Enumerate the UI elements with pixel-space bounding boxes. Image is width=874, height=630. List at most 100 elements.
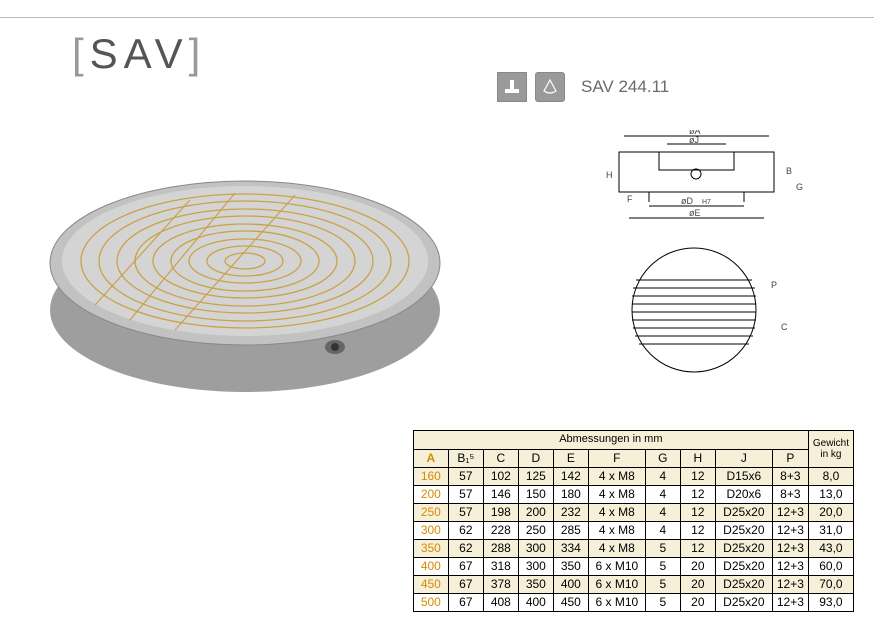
table-cell: 150 — [518, 485, 553, 503]
table-cell: 288 — [483, 539, 518, 557]
table-cell: 4 x M8 — [588, 503, 645, 521]
table-cell: D25x20 — [715, 557, 772, 575]
table-cell: 8+3 — [772, 485, 808, 503]
table-cell: 6 x M10 — [588, 593, 645, 611]
table-cell: 6 x M10 — [588, 557, 645, 575]
table-row: 450673783504006 x M10520D25x2012+370,0 — [413, 575, 853, 593]
technical-drawing: øA øJ øD H7 øE B G F H P C — [589, 130, 819, 395]
table-header-row: A B₁⁵ C D E F G H J P — [413, 449, 853, 467]
svg-text:C: C — [781, 322, 788, 332]
application-icon-1 — [497, 72, 527, 102]
table-cell: 4 — [645, 521, 680, 539]
table-cell: 285 — [553, 521, 588, 539]
col-H: H — [680, 449, 715, 467]
table-cell: 300 — [518, 539, 553, 557]
svg-text:G: G — [796, 182, 803, 192]
table-cell: 5 — [645, 539, 680, 557]
table-cell: 198 — [483, 503, 518, 521]
table-cell: 12+3 — [772, 503, 808, 521]
table-cell: 125 — [518, 467, 553, 485]
table-cell: 5 — [645, 575, 680, 593]
bracket-left: [ — [72, 30, 90, 77]
table-cell: 70,0 — [808, 575, 853, 593]
table-cell: 142 — [553, 467, 588, 485]
table-cell: 350 — [518, 575, 553, 593]
table-cell: 232 — [553, 503, 588, 521]
table-row: 350622883003344 x M8512D25x2012+343,0 — [413, 539, 853, 557]
table-row: 400673183003506 x M10520D25x2012+360,0 — [413, 557, 853, 575]
table-cell: 12+3 — [772, 593, 808, 611]
table-row: 160571021251424 x M8412D15x68+38,0 — [413, 467, 853, 485]
table-cell: 400 — [413, 557, 448, 575]
table-cell: 12 — [680, 485, 715, 503]
table-cell: 400 — [518, 593, 553, 611]
dimensions-table: Abmessungen in mm Gewichtin kg A B₁⁵ C D… — [413, 430, 854, 612]
table-cell: 57 — [448, 503, 483, 521]
svg-text:øD: øD — [681, 196, 693, 206]
table-cell: 200 — [518, 503, 553, 521]
col-D: D — [518, 449, 553, 467]
brand-text: SAV — [90, 30, 189, 77]
table-cell: 300 — [413, 521, 448, 539]
col-A: A — [413, 449, 448, 467]
svg-text:F: F — [627, 194, 633, 204]
table-cell: 20 — [680, 575, 715, 593]
table-cell: 20 — [680, 557, 715, 575]
table-cell: 93,0 — [808, 593, 853, 611]
svg-text:øE: øE — [689, 208, 701, 218]
table-cell: 62 — [448, 521, 483, 539]
table-cell: 57 — [448, 467, 483, 485]
table-caption: Abmessungen in mm — [413, 431, 808, 450]
table-cell: 57 — [448, 485, 483, 503]
col-P: P — [772, 449, 808, 467]
table-cell: 350 — [413, 539, 448, 557]
table-row: 500674084004506 x M10520D25x2012+393,0 — [413, 593, 853, 611]
table-cell: 5 — [645, 593, 680, 611]
table-cell: 450 — [553, 593, 588, 611]
col-B: B₁⁵ — [448, 449, 483, 467]
table-cell: 200 — [413, 485, 448, 503]
col-G: G — [645, 449, 680, 467]
table-cell: 4 — [645, 503, 680, 521]
table-cell: 4 x M8 — [588, 485, 645, 503]
table-cell: D25x20 — [715, 521, 772, 539]
table-cell: 6 x M10 — [588, 575, 645, 593]
table-cell: D25x20 — [715, 575, 772, 593]
table-cell: D25x20 — [715, 539, 772, 557]
svg-text:øJ: øJ — [689, 135, 699, 145]
col-C: C — [483, 449, 518, 467]
table-cell: D25x20 — [715, 593, 772, 611]
col-F: F — [588, 449, 645, 467]
table-cell: 4 x M8 — [588, 521, 645, 539]
table-cell: 67 — [448, 593, 483, 611]
table-cell: 500 — [413, 593, 448, 611]
table-cell: 12 — [680, 539, 715, 557]
table-cell: 4 x M8 — [588, 467, 645, 485]
header-icon-row: SAV 244.11 — [497, 72, 669, 102]
table-cell: 300 — [518, 557, 553, 575]
table-cell: D25x20 — [715, 503, 772, 521]
table-cell: 20,0 — [808, 503, 853, 521]
table-cell: 146 — [483, 485, 518, 503]
table-cell: 160 — [413, 467, 448, 485]
col-E: E — [553, 449, 588, 467]
svg-text:H7: H7 — [702, 199, 711, 206]
table-cell: 20 — [680, 593, 715, 611]
table-cell: 318 — [483, 557, 518, 575]
table-cell: 12 — [680, 467, 715, 485]
brand-logo: [SAV] — [72, 30, 206, 78]
table-cell: 12+3 — [772, 539, 808, 557]
table-cell: D20x6 — [715, 485, 772, 503]
table-cell: 334 — [553, 539, 588, 557]
table-cell: 12+3 — [772, 575, 808, 593]
table-cell: 450 — [413, 575, 448, 593]
table-cell: 408 — [483, 593, 518, 611]
col-J: J — [715, 449, 772, 467]
table-cell: 4 x M8 — [588, 539, 645, 557]
table-cell: 12+3 — [772, 557, 808, 575]
bracket-right: ] — [189, 30, 207, 77]
table-row: 200571461501804 x M8412D20x68+313,0 — [413, 485, 853, 503]
col-weight: Gewichtin kg — [808, 431, 853, 468]
product-code: SAV 244.11 — [581, 77, 669, 97]
table-cell: 67 — [448, 557, 483, 575]
